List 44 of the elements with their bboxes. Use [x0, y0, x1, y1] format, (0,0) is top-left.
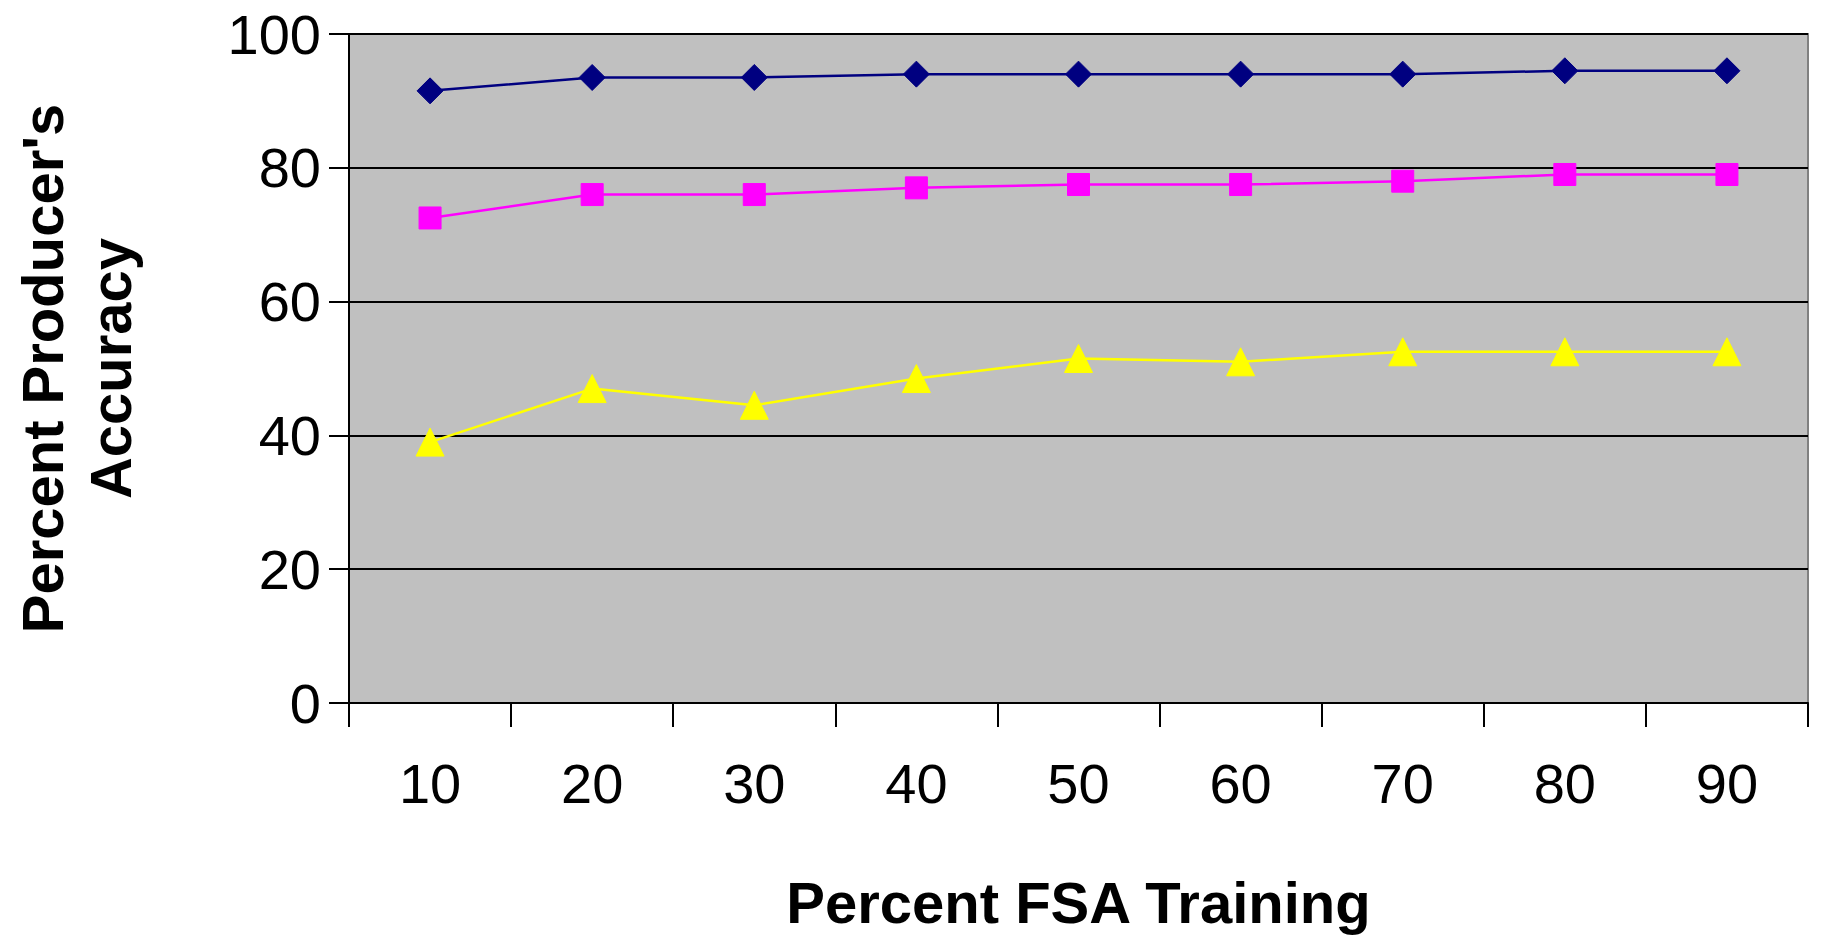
x-tick-label: 20: [561, 751, 624, 815]
x-tick-label: 10: [398, 751, 462, 815]
y-tick-label: 0: [289, 671, 321, 735]
point: [1551, 57, 1579, 85]
point: [1067, 173, 1090, 197]
x-tick-label: 60: [1209, 751, 1272, 815]
point: [580, 183, 604, 207]
x-tick-label: 90: [1695, 751, 1759, 815]
point: [1389, 60, 1417, 88]
x-tick-label: 80: [1533, 751, 1596, 815]
y-tick-label: 60: [258, 270, 321, 334]
x-axis-title: Percent FSA Training: [786, 869, 1371, 935]
point: [1391, 169, 1415, 193]
point: [904, 176, 928, 200]
point: [1065, 60, 1092, 88]
point: [1229, 173, 1253, 197]
y-tick-label: 20: [258, 537, 321, 601]
point: [577, 374, 607, 404]
point: [1715, 162, 1739, 186]
x-tick-label: 40: [885, 751, 948, 815]
point: [578, 63, 606, 91]
x-tick-label: 50: [1047, 751, 1110, 815]
y-tick-label: 80: [258, 136, 321, 200]
point: [1712, 337, 1742, 367]
point: [740, 63, 768, 91]
point: [1226, 347, 1256, 377]
y-tick-label: 40: [258, 403, 321, 467]
point: [1550, 337, 1580, 367]
point: [415, 427, 445, 457]
point: [1713, 57, 1741, 85]
point: [742, 183, 766, 207]
point: [1553, 162, 1577, 186]
point: [418, 206, 442, 230]
point: [901, 364, 931, 394]
point: [416, 77, 444, 105]
x-tick-label: 70: [1371, 751, 1434, 815]
x-tick-label: 30: [723, 751, 786, 815]
point: [739, 390, 769, 420]
point: [1227, 60, 1255, 88]
y-tick-label: 100: [227, 2, 321, 66]
point: [1388, 337, 1418, 367]
y-axis-title: Percent Producer's Accuracy: [9, 103, 143, 634]
point: [902, 60, 930, 88]
point: [1064, 343, 1093, 373]
